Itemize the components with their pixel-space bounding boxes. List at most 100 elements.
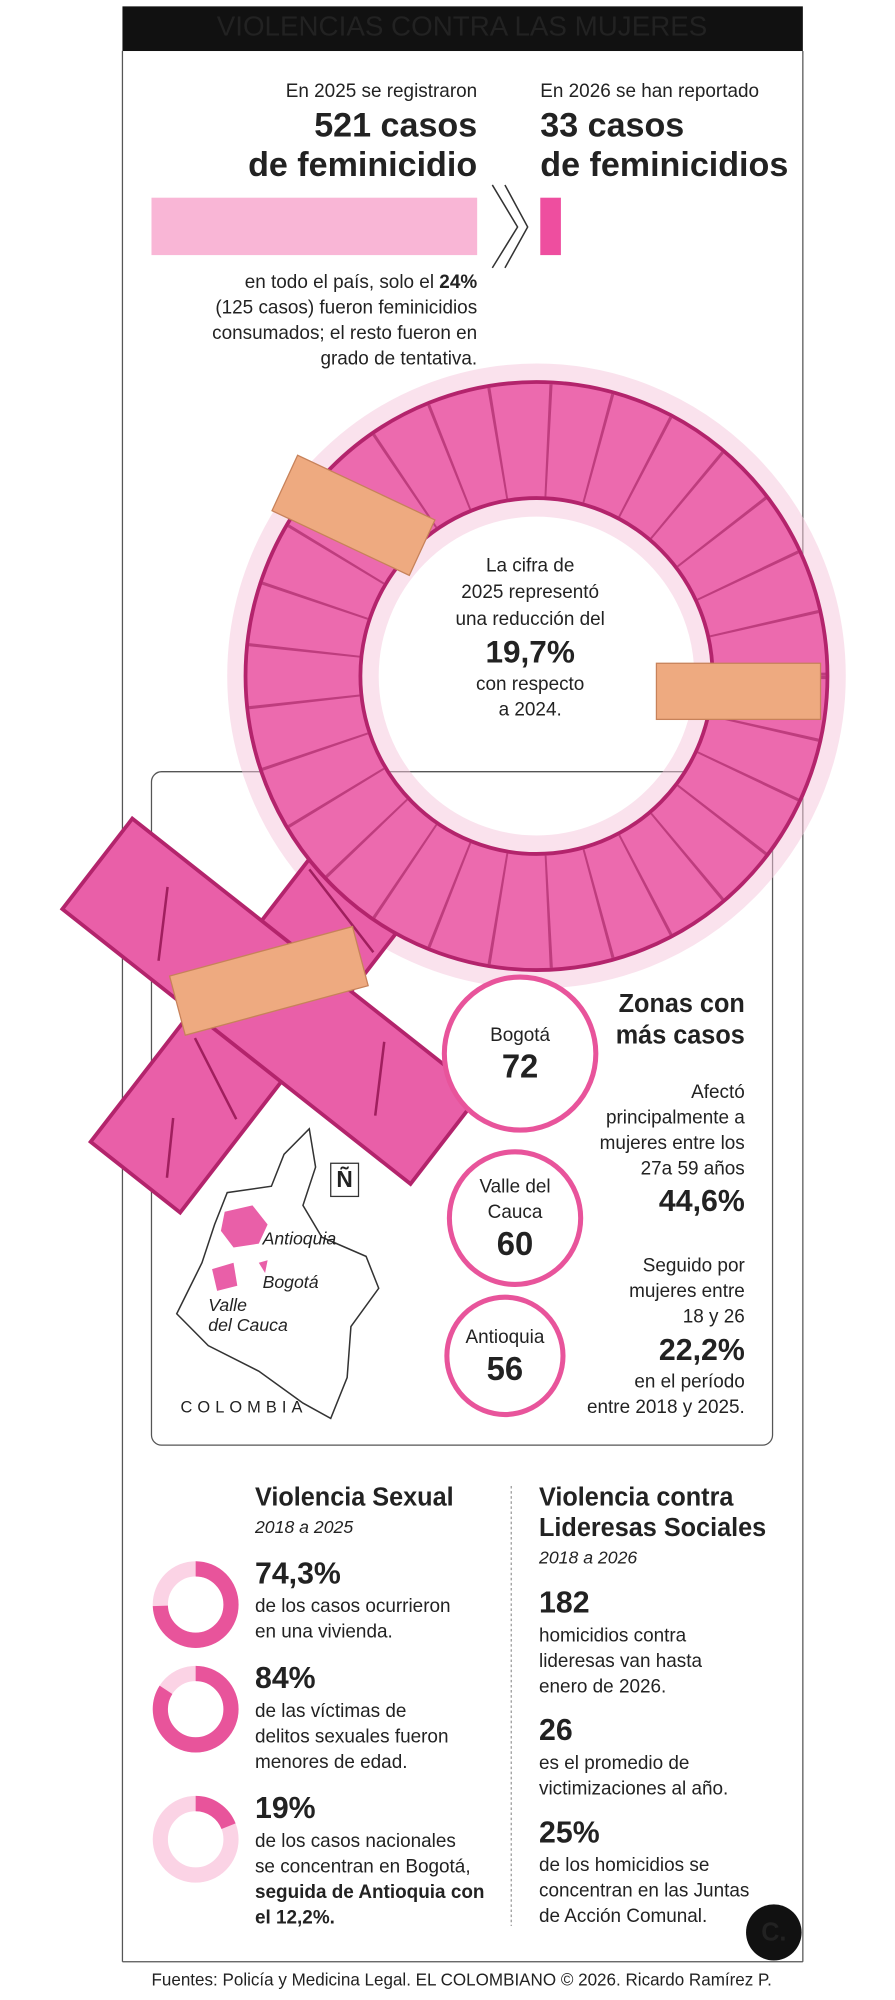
item-text: de los casos ocurrieron bbox=[255, 1596, 451, 1617]
item-text-bold: seguida de Antioquia con bbox=[255, 1882, 484, 1903]
item-text: homicidios contra bbox=[539, 1625, 687, 1646]
headline: 33 casos bbox=[540, 106, 684, 144]
map-north: Ñ bbox=[336, 1166, 352, 1192]
item-text: victimizaciones al año. bbox=[539, 1779, 728, 1800]
map-label: Valle bbox=[208, 1295, 247, 1315]
age-text: Afectó bbox=[691, 1082, 745, 1103]
reduction-text: una reducción del bbox=[456, 609, 605, 630]
item-text: de los homicidios se bbox=[539, 1855, 709, 1876]
item-text: menores de edad. bbox=[255, 1752, 407, 1773]
logo: C. bbox=[761, 1918, 786, 1946]
city-name: Cauca bbox=[488, 1202, 543, 1223]
item-figure: 26 bbox=[539, 1713, 573, 1747]
antioquia-region bbox=[220, 1205, 268, 1248]
headline: de feminicidio bbox=[248, 146, 477, 184]
reduction-text: con respecto bbox=[476, 674, 584, 695]
section-title: Violencia Sexual bbox=[255, 1483, 454, 1511]
city-value: 56 bbox=[487, 1350, 524, 1387]
note-text: en todo el país, solo el bbox=[245, 272, 434, 293]
headline: de feminicidios bbox=[540, 146, 788, 184]
age-text: 27a 59 años bbox=[641, 1159, 745, 1180]
bandage bbox=[168, 925, 369, 1036]
note-bold: 24% bbox=[439, 272, 477, 293]
ring-value bbox=[152, 1665, 239, 1753]
bogota-region bbox=[258, 1260, 268, 1273]
ring-value bbox=[152, 1561, 239, 1648]
city-name: Valle del bbox=[479, 1176, 550, 1197]
zones-title: Zonas con bbox=[619, 990, 745, 1018]
note: consumados; el resto fueron en bbox=[212, 323, 477, 344]
age-text: Seguido por bbox=[643, 1256, 746, 1277]
bandage bbox=[655, 662, 822, 721]
headline: 521 casos bbox=[314, 106, 477, 144]
map-country: COLOMBIA bbox=[181, 1398, 308, 1416]
age-figure: 44,6% bbox=[659, 1184, 745, 1218]
item-text: enero de 2026. bbox=[539, 1676, 666, 1697]
intro: En 2026 se han reportado bbox=[540, 81, 759, 102]
note: grado de tentativa. bbox=[320, 349, 477, 370]
age-text: mujeres entre los bbox=[600, 1133, 745, 1154]
item-text-bold: el 12,2%. bbox=[255, 1907, 335, 1928]
age-text: principalmente a bbox=[606, 1108, 745, 1129]
item-text: concentran en las Juntas bbox=[539, 1881, 749, 1902]
valle-region bbox=[212, 1262, 238, 1291]
cracks bbox=[157, 832, 388, 1178]
item-text: de Acción Comunal. bbox=[539, 1906, 707, 1927]
item-text: de las víctimas de bbox=[255, 1701, 406, 1722]
city-name: Bogotá bbox=[490, 1025, 550, 1046]
note: (125 casos) fueron feminicidios bbox=[215, 298, 477, 319]
item-figure: 19% bbox=[255, 1791, 316, 1825]
item-text: es el promedio de bbox=[539, 1753, 689, 1774]
city-name: Antioquia bbox=[465, 1327, 544, 1348]
item-text: de los casos nacionales bbox=[255, 1831, 456, 1852]
reduction-text: 2025 representó bbox=[461, 582, 599, 603]
map-label: Antioquia bbox=[262, 1228, 337, 1248]
item-text: delitos sexuales fueron bbox=[255, 1726, 449, 1747]
zones-title: más casos bbox=[616, 1022, 745, 1050]
bar bbox=[540, 197, 561, 256]
city-circle bbox=[444, 1294, 566, 1418]
item-text: se concentran en Bogotá, bbox=[255, 1856, 471, 1877]
section-period: 2018 a 2026 bbox=[538, 1547, 637, 1567]
reduction-text: a 2024. bbox=[499, 699, 562, 720]
note: en todo el país, solo el 24% bbox=[245, 272, 478, 293]
city-circle bbox=[441, 974, 599, 1133]
colombia-map bbox=[175, 1127, 380, 1420]
item-figure: 74,3% bbox=[255, 1556, 341, 1590]
item-figure: 25% bbox=[539, 1815, 600, 1849]
intro: En 2025 se registraron bbox=[286, 81, 477, 102]
age-text: 18 y 26 bbox=[683, 1307, 745, 1328]
city-circle bbox=[446, 1149, 584, 1287]
age-text: en el período bbox=[634, 1372, 744, 1393]
age-text: mujeres entre bbox=[629, 1281, 745, 1302]
source: Fuentes: Policía y Medicina Legal. EL CO… bbox=[151, 1969, 771, 1989]
map-label: Bogotá bbox=[263, 1272, 319, 1292]
section-title: Violencia contra bbox=[539, 1483, 734, 1511]
logo-circle bbox=[746, 1904, 802, 1961]
country-outline bbox=[175, 1127, 380, 1420]
reduction-text: La cifra de bbox=[486, 555, 574, 576]
section-title: Lideresas Sociales bbox=[539, 1514, 766, 1542]
title: VIOLENCIAS CONTRA LAS MUJERES bbox=[217, 10, 708, 41]
arrow bbox=[491, 184, 529, 269]
reduction-figure: 19,7% bbox=[485, 634, 574, 670]
age-text: entre 2018 y 2025. bbox=[587, 1397, 745, 1418]
item-figure: 84% bbox=[255, 1661, 316, 1695]
north-box bbox=[330, 1162, 360, 1198]
ring-value bbox=[152, 1795, 239, 1883]
bar bbox=[151, 197, 478, 256]
bandage bbox=[271, 454, 436, 577]
header-bar bbox=[122, 6, 803, 52]
item-text: lideresas van hasta bbox=[539, 1651, 702, 1672]
item-text: en una vivienda. bbox=[255, 1622, 393, 1643]
city-value: 60 bbox=[497, 1225, 534, 1262]
age-figure: 22,2% bbox=[659, 1333, 745, 1367]
map-label: del Cauca bbox=[208, 1315, 288, 1335]
item-figure: 182 bbox=[539, 1586, 590, 1620]
venus-symbol bbox=[59, 363, 846, 1216]
city-value: 72 bbox=[502, 1047, 539, 1084]
section-period: 2018 a 2025 bbox=[254, 1517, 353, 1537]
